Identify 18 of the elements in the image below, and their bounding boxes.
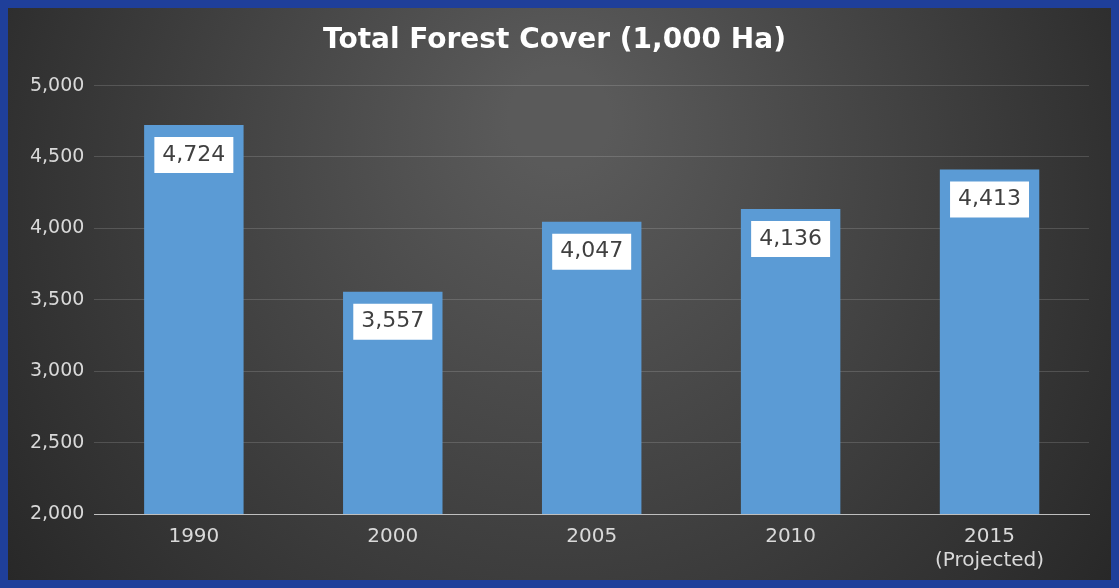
y-tick-label: 4,000 [29,215,85,238]
x-tick-label: 2005 [566,523,618,548]
data-label: 4,413 [958,185,1022,211]
data-label: 4,047 [560,237,624,263]
x-tick-label: 1990 [168,523,220,548]
y-tick-label: 5,000 [29,72,85,95]
chart-title: Total Forest Cover (1,000 Ha) [323,22,786,56]
data-label: 3,557 [361,307,425,333]
y-tick-label: 4,500 [29,143,85,166]
data-label: 4,724 [162,140,226,166]
y-tick-label: 3,500 [29,286,85,309]
x-tick-label: 2015 (Projected) [935,523,1045,572]
x-tick-label: 2010 [765,523,817,548]
y-tick-label: 3,000 [29,358,85,381]
x-tick-label: 2000 [367,523,419,548]
data-label: 4,136 [759,224,823,250]
y-tick-label: 2,000 [29,500,85,523]
y-tick-label: 2,500 [29,429,85,452]
